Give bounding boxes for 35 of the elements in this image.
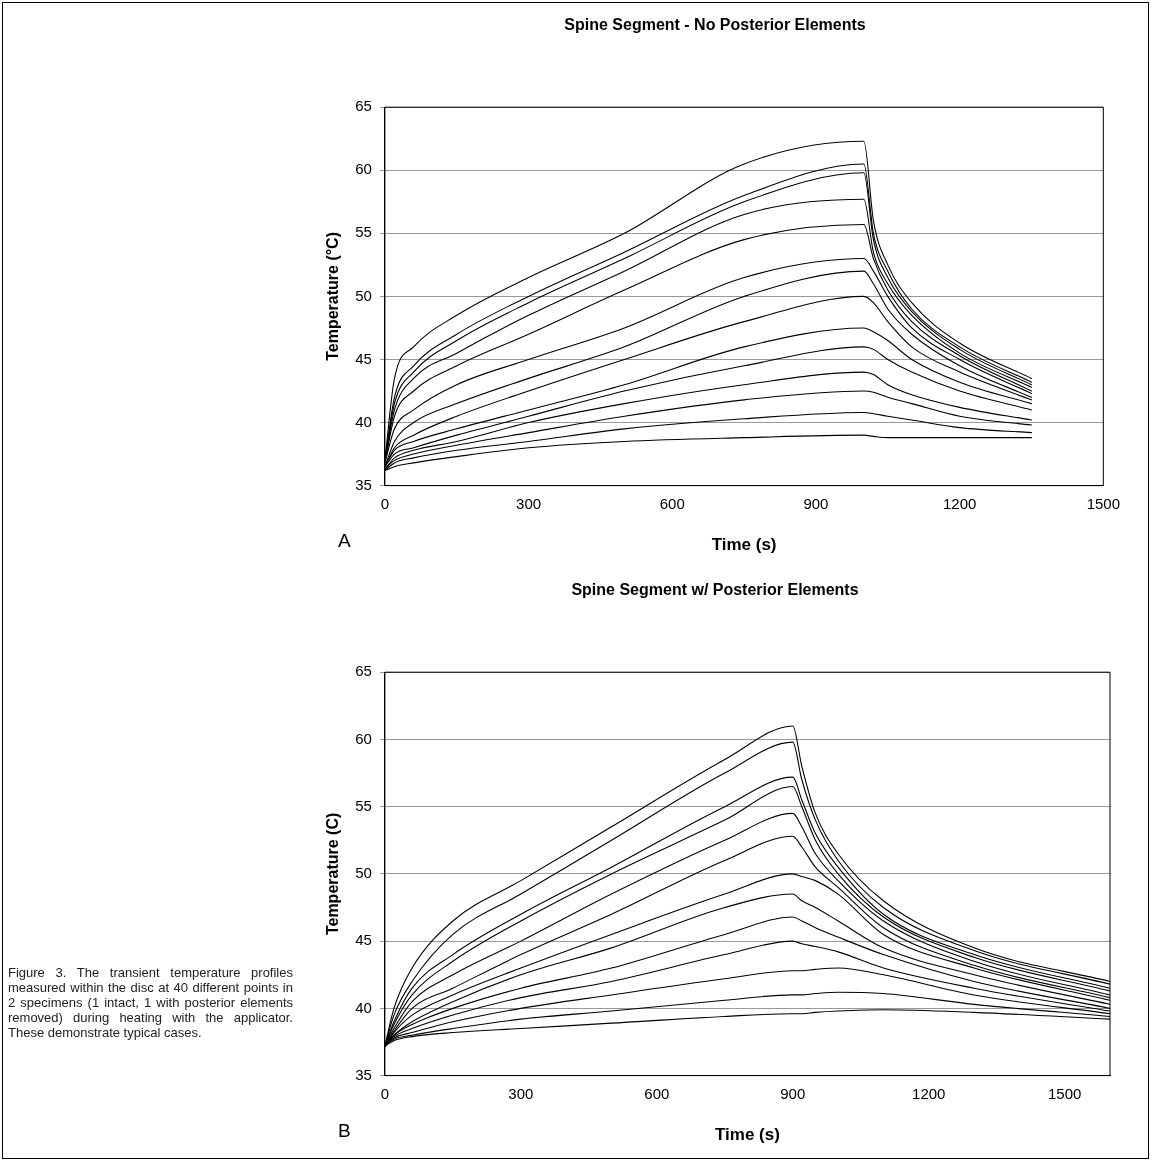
y-tick-label: 55 [355,796,372,814]
text: B [338,1120,351,1142]
y-axis-title: Temperature (C) [324,812,342,936]
x-tick-label: 600 [644,1084,670,1102]
x-tick-label: 0 [380,494,390,512]
y-tick-label: 60 [355,729,372,747]
y-tick-label: 50 [355,864,372,882]
caption: Figure 3. The transient temperature profiles measured within the disc at 40 different points in 2 specimens (1 intact, 1 with posterior elements removed) during heating with the applicator. These demonstrate typical cases. [8,965,293,1040]
chart-title: Spine Segment - No Posterior Elements [564,16,866,34]
y-tick-label: 55 [355,223,372,241]
x-tick-label: 1500 [1086,494,1120,512]
chart-title: Spine Segment w/ Posterior Elements [571,581,859,599]
y-tick-label: 60 [355,160,372,178]
y-axis-title: Temperature (°C) [324,232,342,361]
y-tick-label: 45 [355,349,372,367]
y-tick-label: 40 [355,412,372,430]
text: A [338,530,351,552]
y-tick-label: 40 [355,998,372,1016]
x-tick-label: 300 [516,494,542,512]
x-tick-label: 0 [380,1084,390,1102]
x-tick-label: 900 [803,494,829,512]
y-tick-label: 35 [355,475,372,493]
x-tick-label: 1200 [912,1084,946,1102]
y-tick-label: 50 [355,286,372,304]
y-tick-label: 65 [355,662,372,680]
y-tick-label: 45 [355,931,372,949]
x-tick-label: 300 [508,1084,534,1102]
x-axis-title: Time (s) [711,535,777,555]
x-axis-title: Time (s) [715,1125,780,1145]
y-tick-label: 65 [355,97,372,115]
x-tick-label: 1500 [1047,1084,1082,1102]
y-tick-label: 35 [355,1065,372,1083]
x-tick-label: 1200 [942,494,977,512]
x-tick-label: 900 [780,1084,806,1102]
x-tick-label: 600 [659,494,685,512]
